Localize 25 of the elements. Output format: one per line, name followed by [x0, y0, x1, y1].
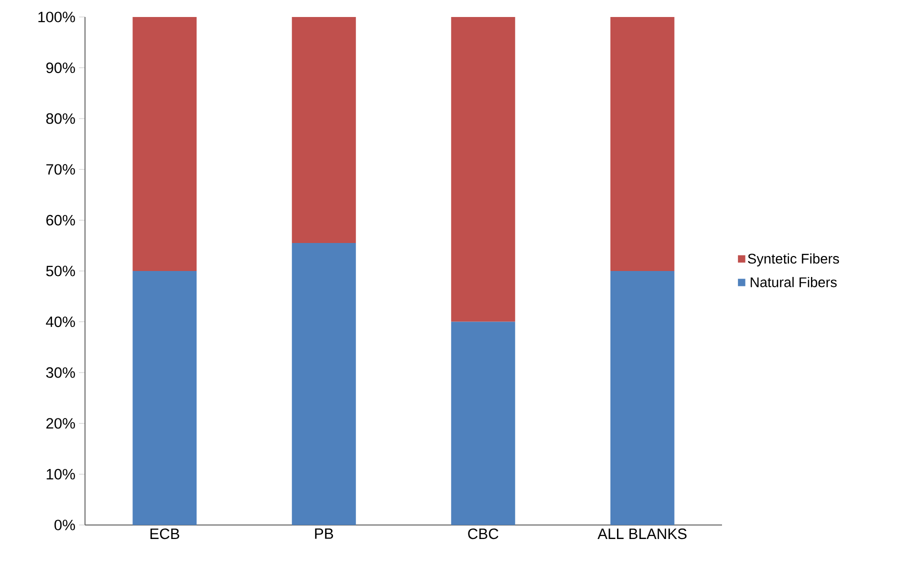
bar [132, 270, 197, 525]
x-tick-label: CBC [468, 528, 498, 540]
x-tick-label: ALL BLANKS [598, 528, 687, 540]
bar [292, 16, 356, 244]
y-tick-label: 80% [46, 113, 75, 124]
bar [292, 243, 356, 525]
y-tick-label: 70% [46, 164, 75, 175]
bar [451, 16, 516, 322]
legend-label: Syntetic Fibers [748, 253, 840, 266]
x-tick-label: ECB [150, 528, 180, 540]
y-tick-label: 10% [46, 468, 75, 480]
y-tick-label: 100% [38, 12, 75, 22]
legend-label: Natural Fibers [750, 276, 837, 288]
bar [132, 16, 197, 271]
x-tick-label: PB [315, 528, 334, 539]
y-tick-label: 50% [46, 266, 75, 276]
y-tick-label: 60% [46, 214, 75, 226]
bar [610, 270, 674, 525]
y-tick-label: 90% [46, 62, 75, 74]
y-tick-label: 40% [46, 316, 75, 328]
y-tick-label: 30% [46, 367, 75, 378]
y-tick-label: 20% [46, 418, 75, 429]
y-tick-label: 0% [54, 520, 75, 530]
bar [451, 322, 516, 525]
bar [610, 16, 674, 271]
